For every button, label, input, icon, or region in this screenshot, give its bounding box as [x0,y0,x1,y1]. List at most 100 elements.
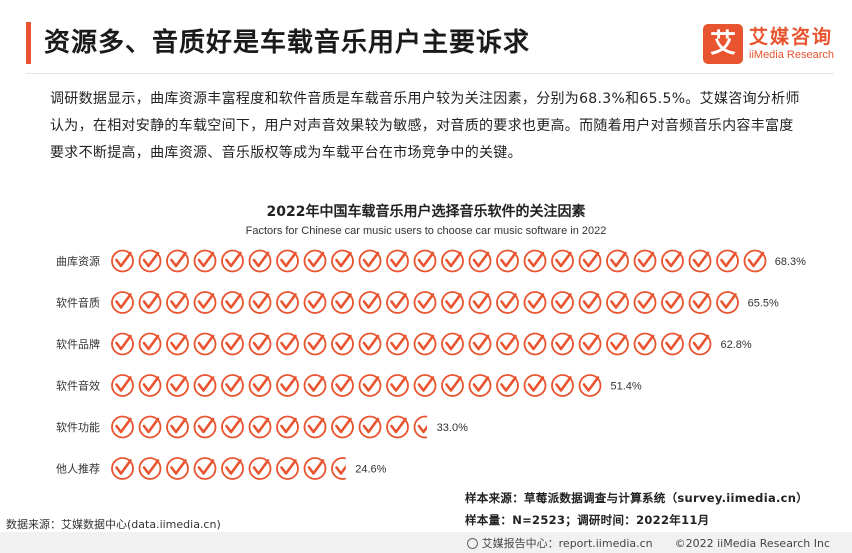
checkmark-circle-icon [551,291,574,314]
checkmark-circle-icon [221,291,244,314]
checkmark-circle-icon [331,249,354,273]
checkmark-circle-icon [111,332,134,356]
category-label: 软件音质 [56,296,100,310]
checkmark-circle-icon [523,374,547,397]
page-title: 资源多、音质好是车载音乐用户主要诉求 [44,28,531,58]
checkmark-circle-icon [661,332,684,356]
checkmark-circle-icon [386,249,409,273]
checkmark-circle-icon [138,291,162,314]
checkmark-circle-icon [578,249,602,273]
checkmark-circle-icon [413,332,437,356]
checkmark-circle-icon [661,291,684,314]
checkmark-circle-icon [441,291,464,314]
checkmark-circle-icon [551,332,574,356]
checkmark-circle-icon [166,457,189,480]
checkmark-circle-icon [413,415,427,439]
checkmark-circle-icon [496,374,519,397]
checkmark-circle-icon [166,374,189,397]
footer-bar [0,532,852,553]
checkmark-circle-icon [276,415,299,439]
checkmark-circle-icon [248,291,272,314]
checkmark-circle-icon [248,249,272,273]
checkmark-circle-icon [331,415,354,439]
checkmark-circle-icon [138,457,162,480]
chart-title: 2022年中国车载音乐用户选择音乐软件的关注因素 [266,204,586,220]
checkmark-circle-icon [386,291,409,314]
checkmark-circle-icon [138,332,162,356]
checkmark-circle-icon [716,291,739,314]
report-center-icon [466,537,478,549]
checkmark-circle-icon [523,249,547,273]
checkmark-circle-icon [248,415,272,439]
footer-text: 艾媒报告中心：report.iimedia.cn ©2022 iiMedia R… [481,537,830,550]
checkmark-circle-icon [248,332,272,356]
checkmark-circle-icon [633,249,657,273]
sample-source: 样本来源：草莓派数据调查与计算系统（survey.iimedia.cn） [465,491,809,505]
value-label: 51.4% [611,381,642,393]
checkmark-circle-icon [166,291,189,314]
checkmark-circle-icon [413,374,437,397]
checkmark-circle-icon [303,291,327,314]
chart-subtitle: Factors for Chinese car music users to c… [245,225,607,237]
checkmark-circle-icon [193,374,217,397]
checkmark-circle-icon [303,415,327,439]
checkmark-circle-icon [193,415,217,439]
checkmark-circle-icon [166,415,189,439]
checkmark-circle-icon [303,374,327,397]
checkmark-circle-icon [386,374,409,397]
data-source: 数据来源：艾媒数据中心(data.iimedia.cn) [6,518,221,531]
footer: 艾媒报告中心：report.iimedia.cn ©2022 iiMedia R… [466,535,830,551]
checkmark-circle-icon [221,332,244,356]
checkmark-circle-icon [688,291,712,314]
brand-logo-icon: 艾 [703,24,744,64]
checkmark-circle-icon [578,332,602,356]
checkmark-circle-icon [303,249,327,273]
brand-text: 艾媒咨询 iiMedia Research [749,26,834,62]
pictograph-chart: 曲库资源 68.3% 软件音质 65.5% 软件品牌 62.8% 软件音效 51.4% 软件功能… [56,249,806,480]
checkmark-circle-icon [578,374,602,397]
value-label: 33.0% [437,422,468,434]
checkmark-circle-icon [688,332,712,356]
chart-row: 软件品牌 62.8% [56,332,752,356]
checkmark-circle-icon [358,291,382,314]
checkmark-circle-icon [221,374,244,397]
checkmark-circle-icon [138,374,162,397]
checkmark-circle-icon [606,249,629,273]
checkmark-circle-icon [496,332,519,356]
checkmark-circle-icon [688,249,712,273]
checkmark-circle-icon [551,249,574,273]
checkmark-circle-icon [331,374,354,397]
checkmark-circle-icon [606,332,629,356]
checkmark-circle-icon [138,249,162,273]
checkmark-circle-icon [248,374,272,397]
checkmark-circle-icon [193,249,217,273]
checkmark-circle-icon [551,374,574,397]
checkmark-circle-icon [276,332,299,356]
checkmark-circle-icon [166,249,189,273]
checkmark-circle-icon [166,332,189,356]
checkmark-circle-icon [331,457,346,480]
checkmark-circle-icon [111,249,134,273]
checkmark-circle-icon [358,332,382,356]
checkmark-circle-icon [276,374,299,397]
chart-row: 软件功能 33.0% [56,415,468,439]
checkmark-circle-icon [358,374,382,397]
brand-logo-char: 艾 [710,29,737,59]
checkmark-circle-icon [633,332,657,356]
checkmark-circle-icon [661,249,684,273]
checkmark-circle-icon [193,291,217,314]
checkmark-circle-icon [193,332,217,356]
checkmark-circle-icon [743,249,767,273]
checkmark-circle-icon [606,291,629,314]
checkmark-circle-icon [496,249,519,273]
intro-paragraph: 调研数据显示，曲库资源丰富程度和软件音质是车载音乐用户较为关注因素，分别为68.… [50,91,800,161]
checkmark-circle-icon [303,332,327,356]
brand-name-cn: 艾媒咨询 [749,26,834,48]
sample-size: 样本量：N=2523；调研时间：2022年11月 [465,513,710,527]
checkmark-circle-icon [468,291,492,314]
checkmark-circle-icon [386,415,409,439]
chart-row: 软件音效 51.4% [56,374,642,397]
checkmark-circle-icon [276,457,299,480]
value-label: 68.3% [775,256,806,268]
category-label: 软件功能 [56,420,100,434]
